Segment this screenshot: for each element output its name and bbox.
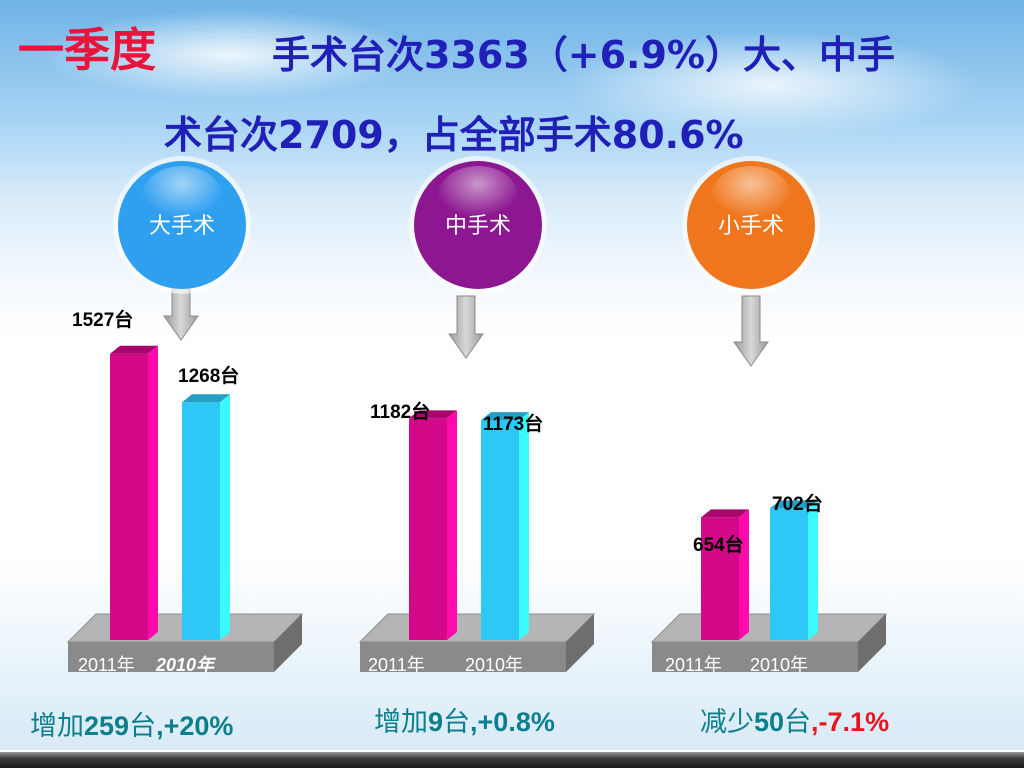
change-summary: 减少50台,-7.1% bbox=[700, 707, 889, 738]
circle-gloss bbox=[711, 166, 791, 226]
cloud-decoration bbox=[560, 30, 980, 140]
bar-side bbox=[519, 412, 529, 640]
bar bbox=[770, 500, 818, 640]
category-label: 小手术 bbox=[718, 214, 784, 239]
change-unit: 台 bbox=[784, 707, 811, 738]
change-summary: 增加259台,+20% bbox=[30, 711, 233, 742]
platform-side bbox=[566, 614, 594, 672]
bar bbox=[701, 509, 749, 640]
value-label: 702台 bbox=[772, 492, 823, 515]
down-arrow-icon bbox=[733, 295, 769, 367]
title-text-2: 术台次2709，占全部手术80.6% bbox=[164, 113, 744, 157]
bar-top bbox=[110, 345, 158, 354]
bar-top bbox=[481, 412, 529, 421]
bar-top bbox=[409, 410, 457, 419]
change-unit: 台 bbox=[443, 707, 470, 738]
change-summary: 增加9台,+0.8% bbox=[374, 707, 555, 738]
bottom-bar bbox=[0, 752, 1024, 768]
change-prefix: 减少 bbox=[700, 707, 754, 738]
bar bbox=[110, 345, 158, 640]
bar-front bbox=[110, 353, 148, 640]
bar-front bbox=[409, 418, 447, 640]
year-label: 2011年 bbox=[78, 655, 135, 675]
year-label: 2011年 bbox=[368, 655, 425, 675]
circle-gloss bbox=[438, 166, 518, 226]
change-percent: ,+0.8% bbox=[470, 707, 555, 737]
bar-front bbox=[770, 508, 808, 640]
year-label: 2010年 bbox=[750, 655, 808, 675]
change-amount: 50 bbox=[754, 707, 784, 737]
year-label: 2010年 bbox=[155, 655, 217, 675]
bar bbox=[481, 412, 529, 640]
year-label: 2011年 bbox=[665, 655, 722, 675]
bar-side bbox=[148, 345, 158, 640]
bar-top bbox=[770, 500, 818, 509]
bar-side bbox=[808, 500, 818, 640]
value-label: 654台 bbox=[693, 533, 744, 556]
bar-front bbox=[481, 420, 519, 640]
platform-front bbox=[68, 642, 274, 672]
down-arrow-icon bbox=[448, 295, 484, 359]
platform-side bbox=[858, 614, 886, 672]
platform-top bbox=[358, 613, 596, 643]
category-label: 大手术 bbox=[149, 214, 215, 239]
bar-side bbox=[220, 394, 230, 640]
cloud-decoration bbox=[40, 10, 420, 100]
bar-top bbox=[701, 509, 749, 518]
value-label: 1527台 bbox=[72, 308, 133, 331]
circle-gloss bbox=[142, 166, 222, 226]
platform-top bbox=[650, 613, 888, 643]
change-amount: 259 bbox=[84, 711, 129, 741]
platform-side bbox=[274, 614, 302, 672]
bar bbox=[182, 394, 230, 640]
change-amount: 9 bbox=[428, 707, 443, 737]
bar-side bbox=[447, 410, 457, 640]
category-label: 中手术 bbox=[445, 214, 511, 239]
value-label: 1268台 bbox=[178, 364, 239, 387]
bar-top bbox=[182, 394, 230, 403]
bar-side bbox=[739, 509, 749, 640]
year-label: 2010年 bbox=[465, 655, 523, 675]
change-percent: ,-7.1% bbox=[811, 707, 889, 737]
bar-front bbox=[182, 402, 220, 640]
bar-front bbox=[701, 517, 739, 640]
change-prefix: 增加 bbox=[374, 707, 428, 738]
value-label: 1173台 bbox=[483, 412, 543, 435]
bar bbox=[409, 410, 457, 640]
title-season: 一季度 bbox=[18, 23, 156, 77]
change-prefix: 增加 bbox=[30, 711, 84, 742]
change-unit: 台 bbox=[129, 711, 156, 742]
value-label: 1182台 bbox=[370, 400, 430, 423]
platform-front bbox=[360, 642, 566, 672]
platform-front bbox=[652, 642, 858, 672]
title-text-1: 手术台次3363（+6.9%）大、中手 bbox=[272, 33, 895, 77]
change-percent: ,+20% bbox=[156, 711, 233, 741]
